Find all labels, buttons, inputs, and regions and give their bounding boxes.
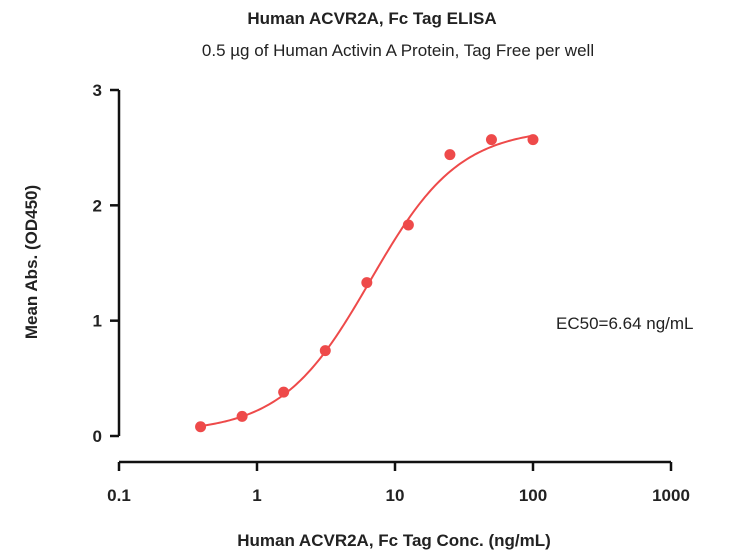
data-point [361,277,373,289]
data-point [236,410,248,422]
y-tick-label: 0 [93,427,102,446]
y-axis-ticks: 0 1 2 3 [93,81,119,446]
axes: 0 1 2 3 0.1 1 10 100 1000 [93,81,690,505]
chart-subtitle: 0.5 µg of Human Activin A Protein, Tag F… [202,41,594,60]
data-point [444,149,456,161]
data-point [319,345,331,357]
x-axis-label: Human ACVR2A, Fc Tag Conc. (ng/mL) [237,531,551,550]
x-tick-label: 1 [252,486,261,505]
data-point [527,134,539,146]
plot-area [195,134,539,433]
x-tick-label: 100 [519,486,547,505]
data-points [195,134,539,433]
data-point [402,219,414,231]
x-axis-ticks: 0.1 1 10 100 1000 [107,462,690,505]
data-point [485,134,497,146]
y-tick-label: 1 [93,312,102,331]
y-tick-label: 2 [93,196,102,215]
y-axis-label: Mean Abs. (OD450) [22,185,41,339]
chart-title: Human ACVR2A, Fc Tag ELISA [247,9,496,28]
x-tick-label: 0.1 [107,486,131,505]
x-tick-label: 10 [386,486,405,505]
data-point [278,386,290,398]
ec50-annotation: EC50=6.64 ng/mL [556,314,694,333]
x-tick-label: 1000 [652,486,690,505]
data-point [195,421,207,433]
y-tick-label: 3 [93,81,102,100]
